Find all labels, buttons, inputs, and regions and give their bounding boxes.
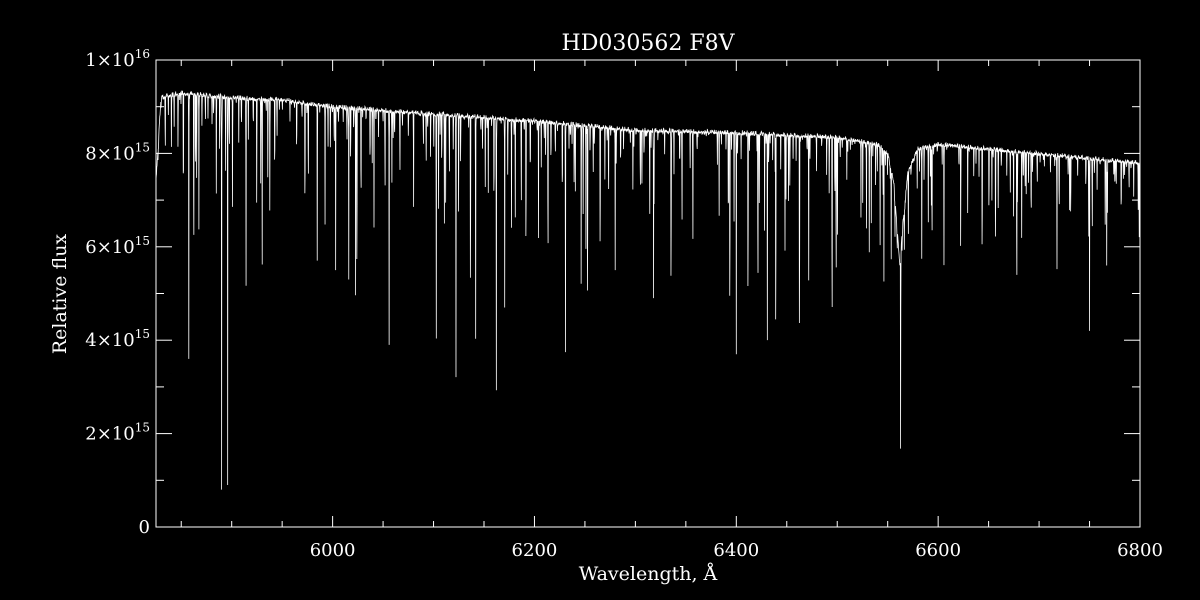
spectrum-layer	[155, 90, 1141, 490]
y-tick-label: 6×1015	[85, 234, 150, 258]
x-tick-label: 6200	[512, 540, 558, 561]
x-tick-label: 6000	[310, 540, 356, 561]
y-tick-base: 6×10	[85, 237, 134, 258]
y-tick-exponent: 16	[135, 47, 150, 61]
x-tick-label: 6800	[1117, 540, 1163, 561]
y-tick-label: 8×1015	[85, 140, 150, 164]
y-tick-base: 4×10	[85, 330, 134, 351]
x-tick-labels: 6000 6200 6400 6600 6800	[310, 540, 1163, 561]
y-tick-exponent: 15	[135, 234, 150, 248]
y-tick-exponent: 15	[135, 140, 150, 154]
x-tick-label: 6400	[713, 540, 759, 561]
y-tick-base: 8×10	[85, 143, 134, 164]
chart-title: HD030562 F8V	[562, 31, 736, 56]
y-tick-base: 2×10	[85, 424, 134, 445]
spectrum-line	[155, 90, 1141, 490]
x-tick-label: 6600	[915, 540, 961, 561]
y-tick-label: 4×1015	[85, 327, 150, 351]
y-tick-base: 1×10	[85, 50, 134, 71]
y-tick-base: 0	[139, 517, 150, 538]
y-tick-label: 0	[139, 517, 150, 538]
y-tick-exponent: 15	[135, 421, 150, 435]
y-tick-label: 1×1016	[85, 47, 150, 71]
ticks-layer	[156, 59, 1141, 528]
x-axis-label: Wavelength, Å	[579, 563, 718, 585]
y-tick-exponent: 15	[135, 327, 150, 341]
y-tick-label: 2×1015	[85, 421, 150, 445]
y-axis-label: Relative flux	[49, 234, 71, 355]
